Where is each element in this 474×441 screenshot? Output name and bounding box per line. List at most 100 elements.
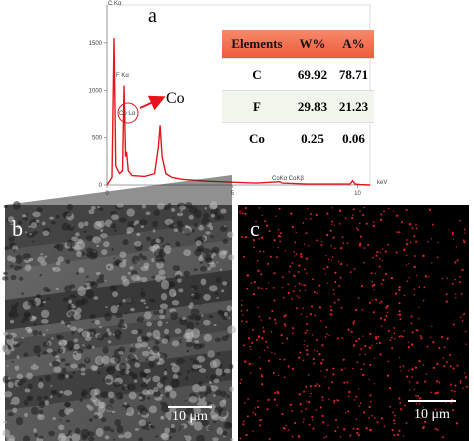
sem-pore [205,231,211,235]
map-dot [305,257,309,260]
sem-pore [172,216,175,219]
sem-pore [96,333,105,341]
sem-pore [172,373,179,380]
map-dot [409,389,411,391]
sem-pore [10,274,17,281]
map-dot [350,330,353,333]
map-dot [320,240,323,243]
sem-pore [86,344,93,350]
sem-pore [53,246,57,249]
map-dot [310,212,312,215]
sem-pore [198,381,203,386]
map-dot [360,285,363,287]
sem-pore [198,225,205,231]
sem-pore [211,246,220,254]
sem-pore [84,221,89,227]
sem-pore [208,262,216,268]
sem-pore [56,334,61,339]
map-dot [271,310,274,313]
map-dot [430,336,432,338]
map-dot [293,251,296,253]
map-dot [464,376,468,379]
sem-pore [160,279,170,290]
peak-label: C Kα [108,1,122,7]
map-dot [441,408,443,410]
sem-pore [40,261,47,266]
map-dot [358,405,360,407]
sem-pore [157,320,163,327]
map-dot [343,381,346,384]
sem-pore [222,238,229,244]
map-dot [358,337,361,340]
map-dot [279,232,282,235]
map-dot [334,280,337,283]
sem-pore [220,289,225,293]
sem-pore [192,364,200,370]
map-dot [353,320,356,322]
sem-pore [195,322,200,325]
sem-pore [44,255,48,258]
sem-pore [14,365,20,371]
sem-pore [103,426,112,431]
map-dot [410,343,414,346]
map-dot [328,334,330,337]
map-dot [465,343,467,345]
sem-pore [188,214,194,220]
map-dot [436,391,439,394]
sem-pore [17,265,23,270]
sem-pore [208,403,216,410]
map-dot [326,282,328,284]
sem-pore [35,219,40,223]
map-dot [342,358,345,361]
sem-pore [111,248,114,251]
sem-pore [134,362,141,368]
map-dot [355,395,358,398]
table-cell: 0.25 [291,122,333,154]
sem-pore [183,270,190,277]
map-dot [415,394,417,397]
sem-pore [61,367,67,374]
map-dot [381,259,383,262]
map-dot [246,287,249,290]
map-dot [279,358,281,361]
map-dot [352,344,356,347]
map-dot [380,213,383,216]
map-dot [371,280,373,283]
map-dot [306,272,308,275]
map-dot [456,259,459,262]
map-dot [380,300,383,303]
map-dot [415,240,418,243]
map-dot [262,250,265,253]
sem-pore [82,344,85,347]
sem-pore [161,403,170,413]
sem-pore [119,217,128,223]
map-dot [342,242,344,244]
sem-pore [107,391,115,398]
sem-pore [131,274,140,282]
map-dot [310,305,314,308]
sem-pore [66,324,71,328]
sem-pore [178,429,181,431]
map-dot [384,273,388,276]
map-dot [259,424,261,427]
sem-pore [112,438,116,441]
sem-pore [192,406,202,414]
sem-pore [99,233,108,239]
sem-pore [213,324,217,327]
sem-pore [3,420,8,424]
map-dot [393,327,396,329]
map-dot [449,365,452,368]
map-dot [282,426,285,430]
sem-pore [159,379,165,385]
sem-pore [155,336,161,340]
map-dot [253,281,256,284]
sem-pore [99,325,102,329]
sem-pore [145,358,148,361]
map-dot [281,287,284,289]
sem-pore [190,422,194,426]
map-dot [428,208,431,211]
table-cell: Co [222,122,292,154]
map-dot [383,318,386,322]
sem-pore [171,300,180,306]
sem-pore [64,402,71,407]
